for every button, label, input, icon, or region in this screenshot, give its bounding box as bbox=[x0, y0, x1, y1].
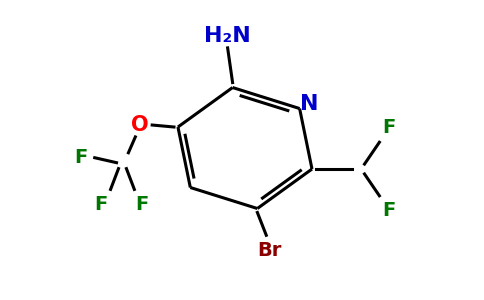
Text: O: O bbox=[132, 115, 149, 135]
Text: F: F bbox=[136, 195, 149, 214]
Text: Br: Br bbox=[257, 241, 281, 260]
Text: N: N bbox=[300, 94, 319, 114]
Text: F: F bbox=[383, 201, 396, 220]
Text: F: F bbox=[74, 148, 88, 167]
Text: F: F bbox=[383, 118, 396, 137]
Text: H₂N: H₂N bbox=[204, 26, 251, 46]
Text: F: F bbox=[94, 195, 107, 214]
